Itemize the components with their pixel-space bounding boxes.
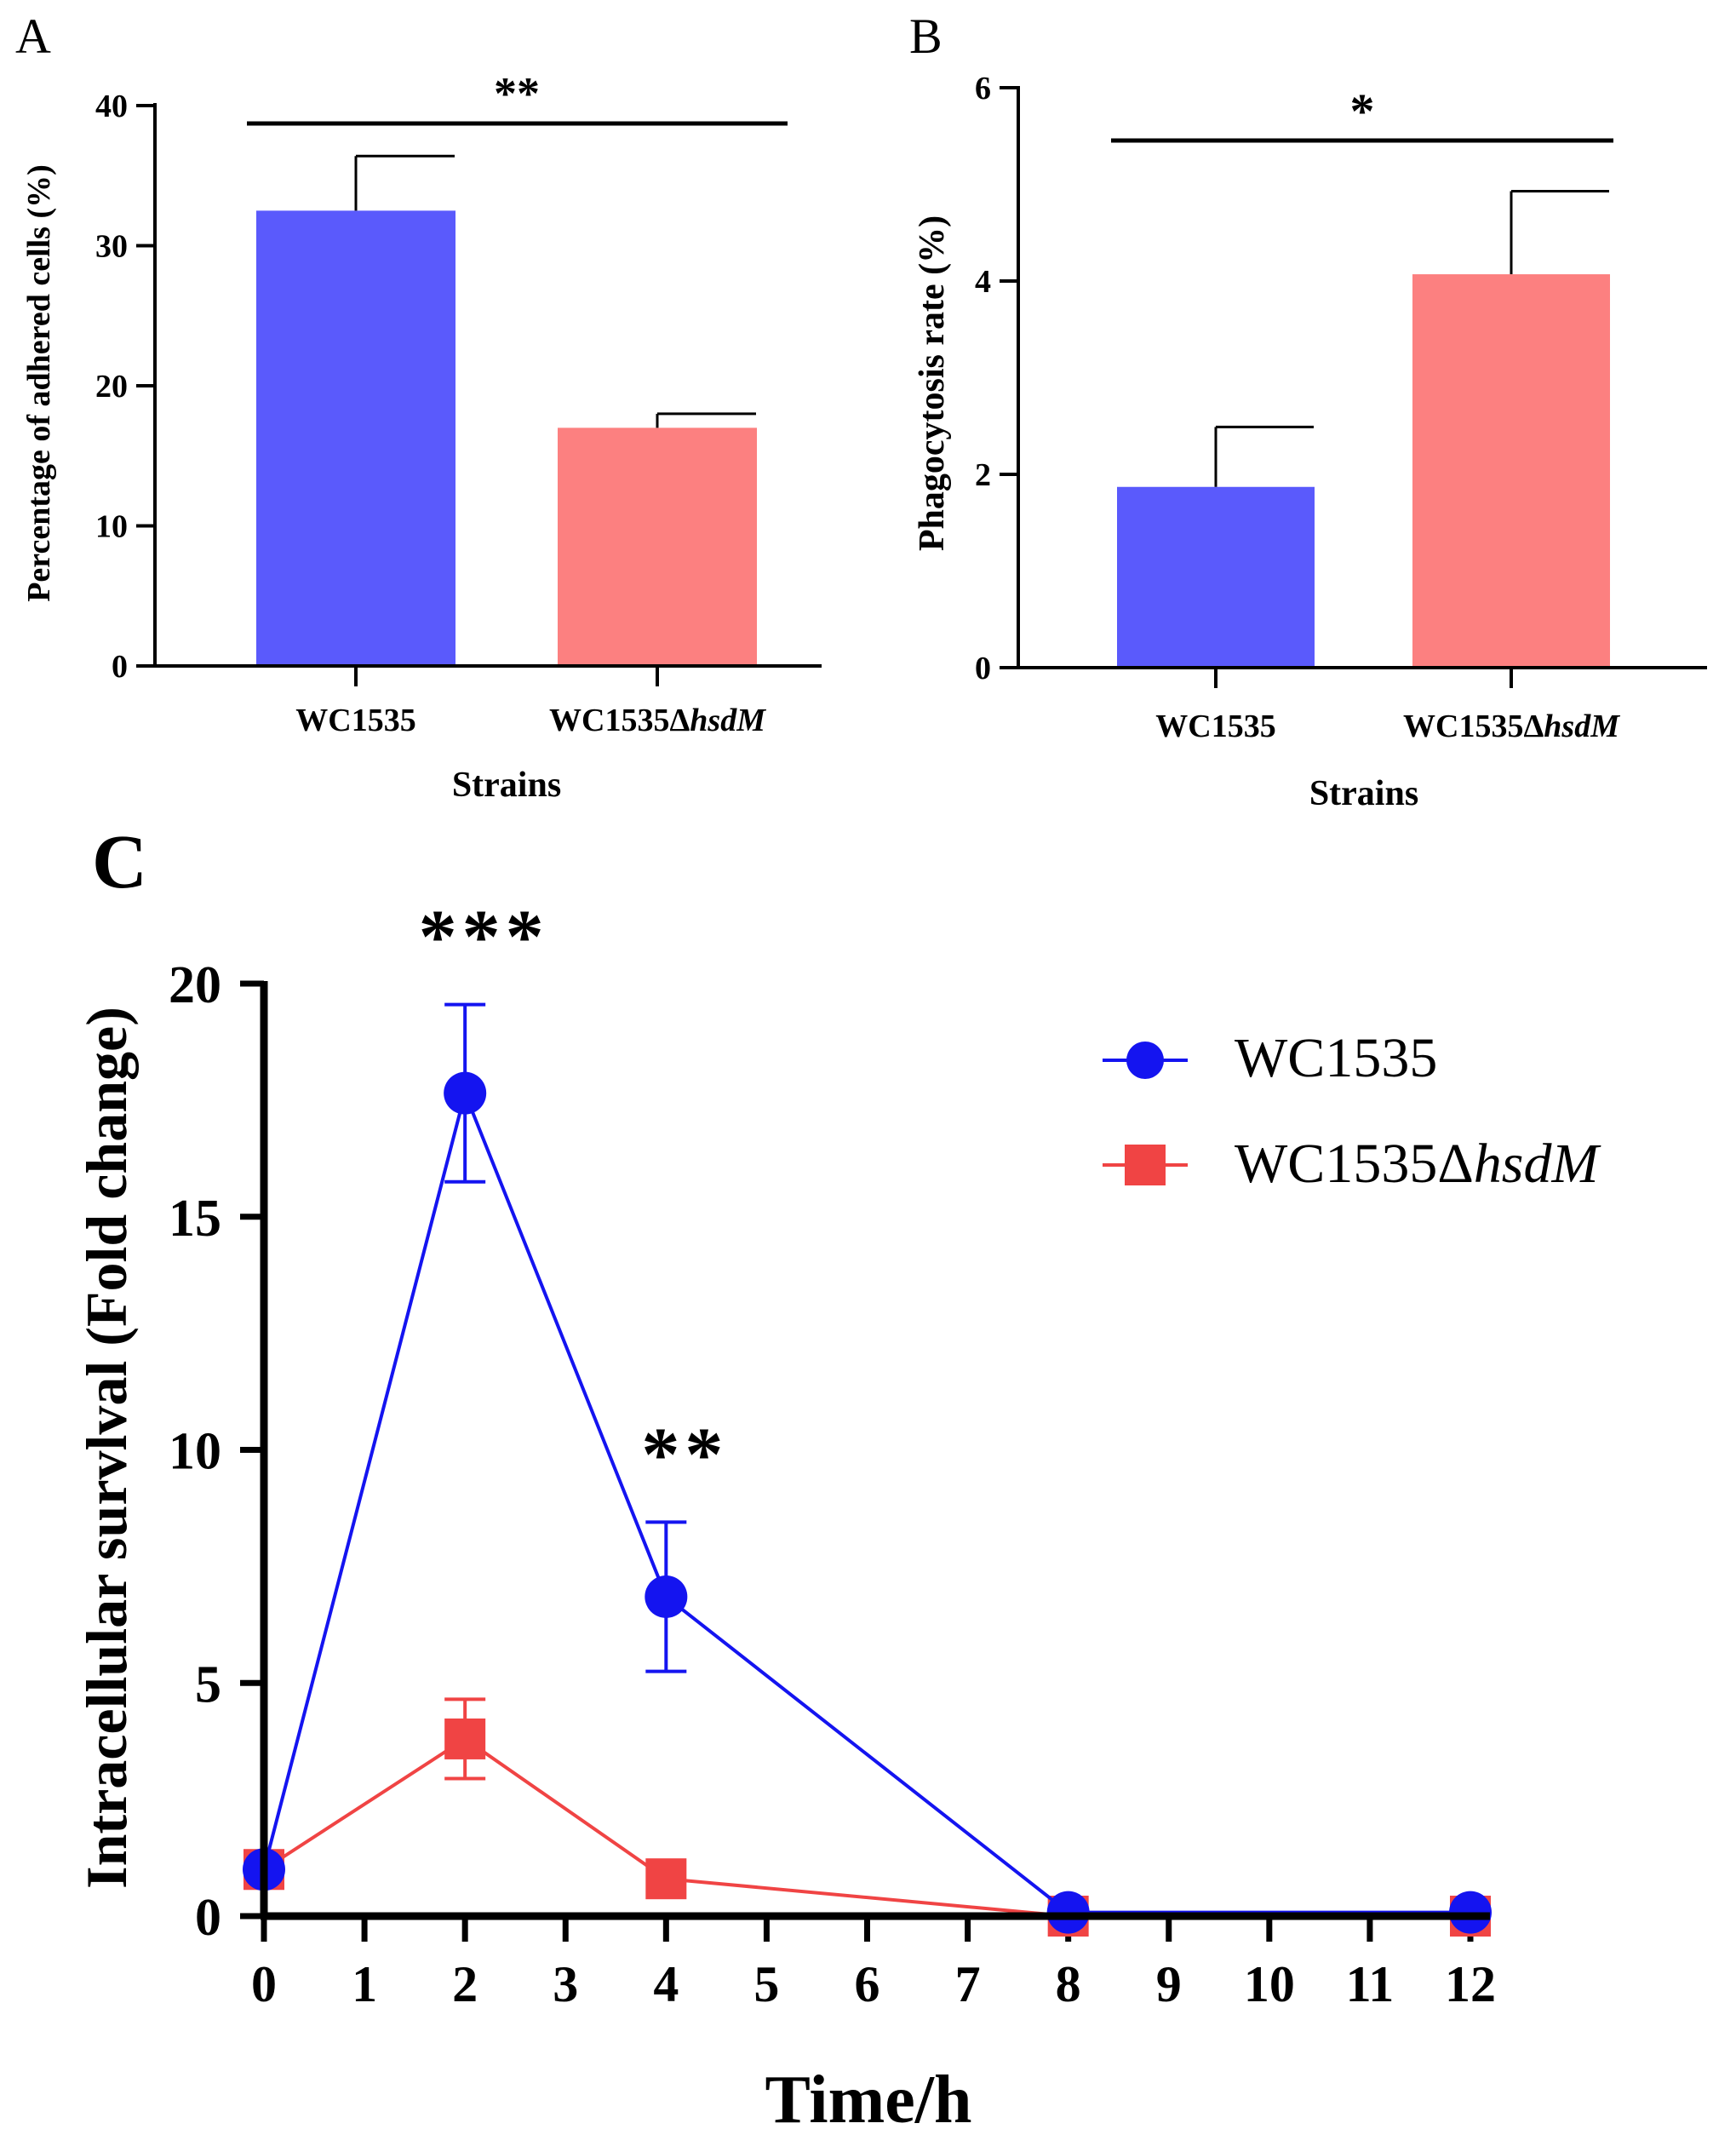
panel-a-y-tick-label: 10 xyxy=(95,509,128,545)
panel-a-y-tick-label: 20 xyxy=(95,369,128,405)
panel-a-y-tick-label: 40 xyxy=(95,89,128,124)
panel-a-y-tick-label: 30 xyxy=(95,229,128,265)
panel-c-annotations: ***** xyxy=(419,895,728,1497)
panel-a-category-2: WC1535ΔhsdM xyxy=(549,703,766,738)
panel-b-y-tick-label: 0 xyxy=(975,651,991,686)
series-line-wc1535 xyxy=(262,1087,1470,1914)
data-point-wc1535-hsdm xyxy=(645,1858,687,1900)
panel-b-x-label: Strains xyxy=(1309,774,1418,813)
panel-c-x-tick-label: 12 xyxy=(1445,1956,1496,2012)
significance-label: ** xyxy=(641,1413,728,1497)
panel-a-letter: A xyxy=(15,9,51,64)
panel-a-x-label: Strains xyxy=(452,766,561,805)
panel-a-y-label: Percentage of adhered cells (%) xyxy=(21,164,57,602)
data-point-wc1535 xyxy=(444,1071,487,1115)
panel-c-y-tick-label: 5 xyxy=(195,1656,221,1713)
panel-b-bar-2 xyxy=(1412,274,1610,668)
panel-c-y-tick-label: 15 xyxy=(169,1190,221,1248)
panel-b-category-1: WC1535 xyxy=(1155,709,1275,744)
panel-c-y-ticks: 0 5 10 15 20 xyxy=(169,956,264,1947)
significance-label: *** xyxy=(419,895,549,979)
panel-c-x-tick-label: 11 xyxy=(1346,1956,1395,2012)
panel-c-y-tick-label: 10 xyxy=(169,1423,221,1481)
panel-c-x-tick-label: 9 xyxy=(1156,1956,1182,2012)
data-point-wc1535 xyxy=(645,1575,688,1618)
panel-a-bar-1 xyxy=(256,210,455,666)
panel-c-x-tick-label: 8 xyxy=(1056,1956,1081,2012)
panel-b-significance: * xyxy=(1350,83,1375,139)
panel-c-legend: WC1535 WC1535ΔhsdM xyxy=(1103,1027,1601,1195)
legend-label-wc1535: WC1535 xyxy=(1235,1027,1437,1089)
legend-item-wc1535-hsdm: WC1535ΔhsdM xyxy=(1103,1133,1601,1195)
panel-a-y-ticks: 0 10 20 30 40 xyxy=(95,89,155,685)
panel-a-significance: ** xyxy=(494,68,540,119)
panel-b-y-tick-label: 4 xyxy=(975,264,991,300)
panel-c-x-tick-label: 5 xyxy=(753,1956,779,2012)
panel-b-letter: B xyxy=(909,9,942,64)
panel-a-category-1: WC1535 xyxy=(295,703,415,738)
panel-b-category-2: WC1535ΔhsdM xyxy=(1403,709,1620,744)
panel-b-y-tick-label: 2 xyxy=(975,457,991,493)
legend-marker-wc1535 xyxy=(1126,1042,1164,1079)
panel-c-x-tick-label: 1 xyxy=(352,1956,377,2012)
panel-c-x-tick-label: 2 xyxy=(452,1956,478,2012)
data-point-wc1535-hsdm xyxy=(444,1718,486,1759)
panel-a: A 0 10 20 30 40 WC1535 WC1535ΔhsdM Strains P… xyxy=(15,9,822,805)
panel-c-x-tick-label: 3 xyxy=(553,1956,578,2012)
panel-c-x-tick-label: 4 xyxy=(653,1956,679,2012)
panel-b-y-tick-label: 6 xyxy=(975,71,991,106)
panel-c-x-ticks: 0 1 2 3 4 5 6 7 8 9 10 11 12 xyxy=(251,1916,1496,2012)
legend-label-wc1535-hsdm: WC1535ΔhsdM xyxy=(1235,1133,1601,1195)
panel-b-bar-1 xyxy=(1117,486,1315,668)
panel-b-y-label: Phagocytosis rate (%) xyxy=(913,215,952,551)
panel-c-x-tick-label: 6 xyxy=(855,1956,880,2012)
panel-c-y-label: Intracellular survlval (Fold change) xyxy=(74,1007,139,1889)
panel-b: B 0 2 4 6 WC1535 WC1535ΔhsdM Strains Phagoc… xyxy=(909,9,1707,813)
legend-item-wc1535: WC1535 xyxy=(1103,1027,1437,1089)
panel-a-bar-2 xyxy=(558,428,757,666)
panel-c-y-tick-label: 20 xyxy=(169,956,221,1014)
panel-c-y-tick-label: 0 xyxy=(195,1889,221,1947)
series-line-wc1535-hsdm xyxy=(262,1736,1470,1918)
panel-c-x-tick-label: 0 xyxy=(251,1956,277,2012)
panel-c-x-label: Time/h xyxy=(765,2063,971,2138)
panel-a-bars xyxy=(256,154,757,666)
panel-b-y-ticks: 0 2 4 6 xyxy=(975,71,1018,686)
panel-a-y-tick-label: 0 xyxy=(112,649,128,685)
panel-c-letter: C xyxy=(92,820,147,904)
panel-c-x-tick-label: 10 xyxy=(1244,1956,1295,2012)
panel-c-x-tick-label: 7 xyxy=(955,1956,981,2012)
legend-marker-wc1535-hsdm xyxy=(1125,1145,1166,1185)
panel-b-bars xyxy=(1117,189,1610,668)
